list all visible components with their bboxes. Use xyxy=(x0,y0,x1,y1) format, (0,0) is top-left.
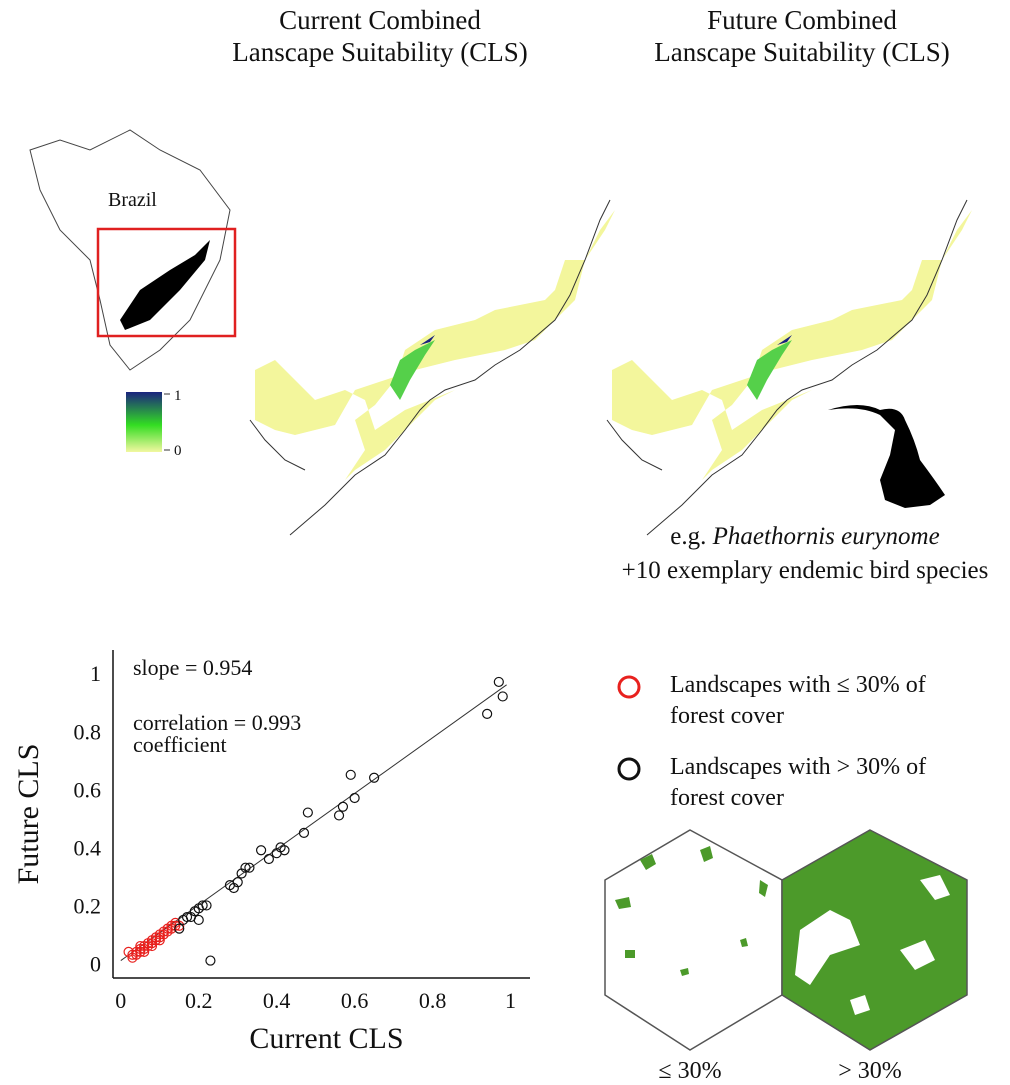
legend-marker xyxy=(617,757,641,781)
fit-line xyxy=(120,684,507,961)
hexagons xyxy=(604,829,968,1051)
point xyxy=(154,935,165,946)
y-tick-label: 0 xyxy=(90,951,101,976)
x-axis-label: Current CLS xyxy=(249,1022,403,1055)
brazil-outline xyxy=(29,129,231,371)
species-caption: e.g. Phaethornis eurynome +10 exemplary … xyxy=(600,520,1010,588)
point xyxy=(263,853,274,865)
title-line: Current Combined xyxy=(279,5,481,35)
annotation: correlation = 0.993 xyxy=(133,710,301,735)
y-tick-label: 0.2 xyxy=(74,893,102,918)
point xyxy=(493,676,504,688)
point xyxy=(193,914,204,926)
y-tick-label: 1 xyxy=(90,661,101,686)
y-axis-label: Future CLS xyxy=(12,744,45,885)
legend-entry: Landscapes with > 30% of forest cover xyxy=(670,754,927,811)
bird-icon xyxy=(828,405,945,508)
x-tick-label: 0.2 xyxy=(185,988,213,1013)
y-tick-label: 0.4 xyxy=(74,835,102,860)
point xyxy=(174,923,185,934)
map-title: Current Combined Lanscape Suitability (C… xyxy=(180,4,580,68)
title-line: Lanscape Suitability (CLS) xyxy=(232,37,528,67)
inset-box xyxy=(96,227,237,338)
colorbar-label: 1 xyxy=(174,388,182,404)
hexagon-label: > 30% xyxy=(838,1058,902,1084)
colorbar xyxy=(126,392,162,452)
point xyxy=(205,955,216,966)
x-tick-label: 0.4 xyxy=(263,988,291,1013)
species-note: +10 exemplary endemic bird species xyxy=(621,557,989,584)
hexagon-label: ≤ 30% xyxy=(658,1058,721,1084)
point xyxy=(197,900,208,911)
x-tick-label: 0.8 xyxy=(419,988,447,1013)
species-name: Phaethornis eurynome xyxy=(712,523,940,550)
legend-marker xyxy=(617,675,641,699)
point xyxy=(240,862,251,873)
x-tick-label: 0 xyxy=(115,988,126,1013)
point xyxy=(337,801,349,812)
point xyxy=(139,946,150,957)
point xyxy=(369,772,380,783)
colorbar-label: 0 xyxy=(174,443,182,459)
point xyxy=(333,810,345,821)
y-tick-label: 0.8 xyxy=(74,719,102,744)
point xyxy=(298,827,310,838)
point xyxy=(146,940,158,952)
species-line: e.g. Phaethornis eurynome xyxy=(600,520,1010,554)
scatter-plot: 0 0.2 0.4 0.6 0.8 1 0 0.2 0.4 0.6 0.8 1 Current CLS F… xyxy=(12,650,530,1055)
point xyxy=(244,862,255,873)
x-tick-label: 1 xyxy=(505,988,516,1013)
point xyxy=(302,807,313,818)
point xyxy=(482,708,493,719)
annotation: coefficient xyxy=(133,732,227,757)
point xyxy=(349,792,360,804)
point xyxy=(181,911,193,923)
point xyxy=(279,845,290,856)
title-line: Lanscape Suitability (CLS) xyxy=(654,37,950,67)
annotation: slope = 0.954 xyxy=(133,655,252,680)
current-map xyxy=(249,199,616,536)
legend-entry: Landscapes with ≤ 30% of forest cover xyxy=(670,672,926,729)
map-title: Future Combined Lanscape Suitability (CL… xyxy=(602,4,1002,68)
title-line: Future Combined xyxy=(707,5,897,35)
point xyxy=(255,845,267,856)
inset-label: Brazil xyxy=(108,189,157,211)
prefix: e.g. xyxy=(670,523,707,550)
point xyxy=(345,769,356,780)
point xyxy=(201,900,212,911)
y-tick-label: 0.6 xyxy=(74,777,102,802)
point xyxy=(497,691,508,702)
inset-region xyxy=(120,240,210,330)
point xyxy=(232,877,243,888)
x-tick-label: 0.6 xyxy=(341,988,369,1013)
